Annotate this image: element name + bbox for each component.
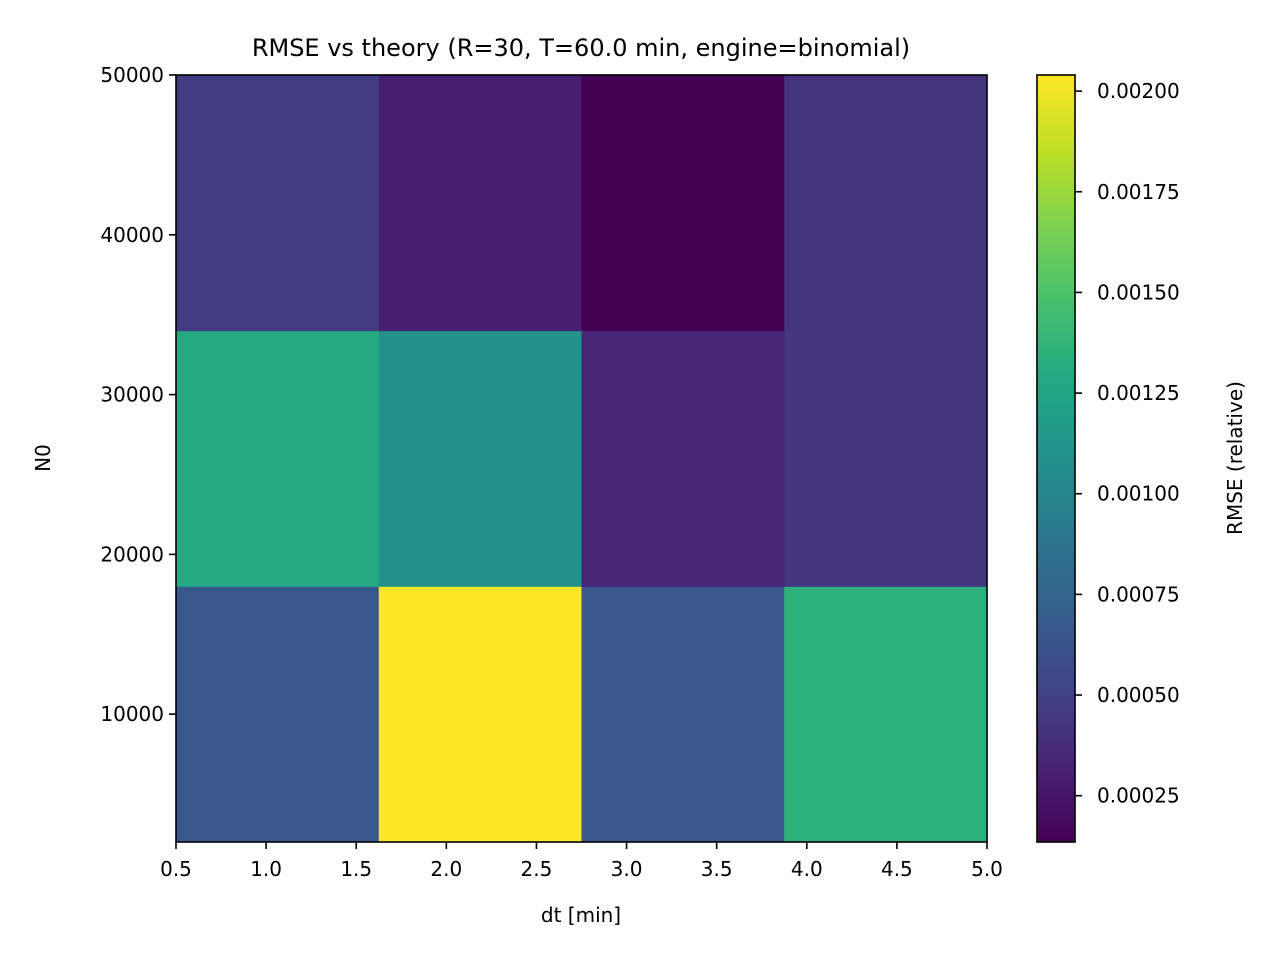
heatmap-cells (176, 75, 988, 843)
heatmap-cell (784, 330, 988, 587)
y-axis-ticks: 10000 20000 30000 40000 50000 (100, 63, 176, 726)
colorbar-tick-label: 0.00200 (1097, 79, 1180, 103)
colorbar-label: RMSE (relative) (1223, 381, 1247, 535)
x-axis-label: dt [min] (541, 903, 621, 927)
heatmap-cell (581, 586, 785, 843)
heatmap-cell (784, 586, 988, 843)
y-tick-label: 40000 (100, 223, 164, 247)
x-tick-label: 3.0 (611, 857, 643, 881)
heatmap-cell (378, 330, 582, 587)
x-tick-label: 2.0 (430, 857, 462, 881)
y-tick-label: 10000 (100, 702, 164, 726)
heatmap-cell (378, 75, 582, 332)
x-tick-label: 3.5 (701, 857, 733, 881)
colorbar-tick-label: 0.00075 (1097, 582, 1180, 606)
colorbar-tick-label: 0.00025 (1097, 784, 1180, 808)
x-tick-label: 1.5 (340, 857, 372, 881)
x-tick-label: 4.0 (791, 857, 823, 881)
heatmap-cell (784, 75, 988, 332)
plot-frame (175, 74, 988, 843)
colorbar (1036, 74, 1076, 843)
colorbar-tick-label: 0.00150 (1097, 280, 1180, 304)
x-tick-label: 2.5 (521, 857, 553, 881)
colorbar-tick-label: 0.00125 (1097, 381, 1180, 405)
heatmap-cell (176, 75, 380, 332)
heatmap-cell (176, 330, 380, 587)
heatmap-cell (581, 330, 785, 587)
heatmap-cell (581, 75, 785, 332)
colorbar-tick-label: 0.00050 (1097, 683, 1180, 707)
x-tick-label: 0.5 (160, 857, 192, 881)
x-axis-ticks: 0.5 1.0 1.5 2.0 2.5 3.0 3.5 4.0 4.5 5.0 (160, 842, 1003, 881)
heatmap-cell (176, 586, 380, 843)
heatmap-cell (378, 586, 582, 843)
y-tick-label: 50000 (100, 63, 164, 87)
colorbar-ticks: 0.00025 0.00050 0.00075 0.00100 0.00125 0.001… (1075, 79, 1180, 808)
colorbar-tick-label: 0.00175 (1097, 180, 1180, 204)
x-tick-label: 4.5 (881, 857, 913, 881)
y-tick-label: 20000 (100, 542, 164, 566)
x-tick-label: 1.0 (250, 857, 282, 881)
y-axis-label: N0 (31, 444, 55, 472)
y-tick-label: 30000 (100, 383, 164, 407)
chart-title: RMSE vs theory (R=30, T=60.0 min, engine… (252, 34, 910, 62)
x-tick-label: 5.0 (971, 857, 1003, 881)
colorbar-tick-label: 0.00100 (1097, 482, 1180, 506)
